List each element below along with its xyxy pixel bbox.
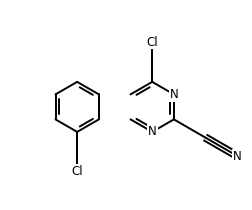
- Text: N: N: [233, 150, 242, 163]
- Text: N: N: [170, 88, 178, 101]
- Text: N: N: [148, 125, 156, 138]
- Text: Cl: Cl: [146, 35, 158, 49]
- Text: Cl: Cl: [71, 165, 83, 178]
